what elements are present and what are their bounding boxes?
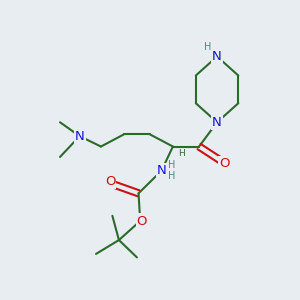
Text: O: O xyxy=(136,214,147,227)
Text: N: N xyxy=(75,130,85,142)
Text: N: N xyxy=(212,50,222,63)
Text: H: H xyxy=(204,42,211,52)
Text: O: O xyxy=(105,175,115,188)
Text: N: N xyxy=(212,116,222,129)
Text: H: H xyxy=(178,149,184,158)
Text: H: H xyxy=(168,171,175,181)
Text: H: H xyxy=(168,160,175,170)
Text: O: O xyxy=(219,157,230,170)
Text: N: N xyxy=(157,164,167,177)
